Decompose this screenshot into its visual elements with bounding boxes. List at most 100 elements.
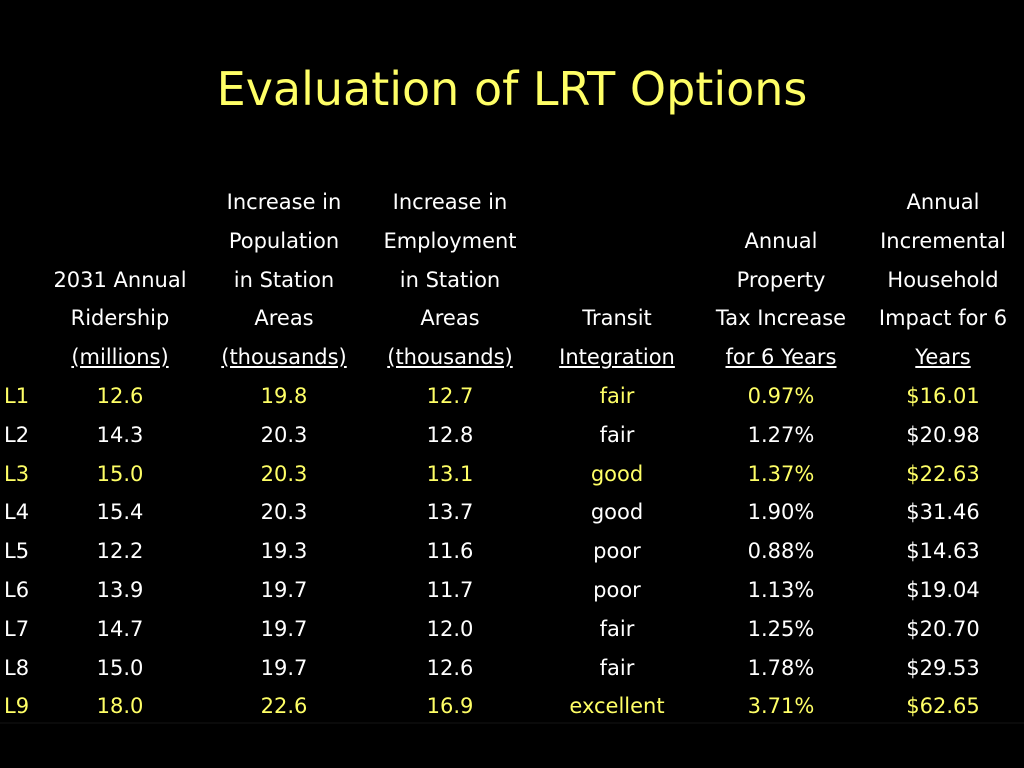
employment-cell: 13.1 — [426, 461, 474, 486]
header-line: Increase in — [392, 190, 508, 214]
header-line: Ridership — [70, 306, 170, 331]
header-employment: Increase in Employment in Station Areas … — [366, 183, 534, 377]
employment-cell: 12.6 — [426, 655, 474, 680]
population-cell: 19.7 — [260, 577, 308, 602]
header-ridership: 2031 Annual Ridership (millions) — [38, 183, 202, 377]
population-cell: 20.3 — [260, 422, 308, 447]
household-cell: $20.98 — [906, 422, 980, 447]
header-line: in Station — [399, 267, 501, 292]
tax-cell: 0.97% — [747, 383, 815, 408]
table-row: L7 14.7 19.7 12.0 fair 1.25% $20.70 — [0, 610, 1024, 649]
tax-cell: 1.90% — [747, 500, 815, 525]
header-unit: (millions) — [71, 345, 169, 370]
population-cell: 19.7 — [260, 616, 308, 641]
header-line: Areas — [420, 306, 480, 331]
population-cell: 19.8 — [260, 383, 308, 408]
header-unit: (thousands) — [387, 345, 513, 370]
population-cell: 19.7 — [260, 655, 308, 680]
household-cell: $22.63 — [906, 461, 980, 486]
table-header-row: 2031 Annual Ridership (millions) Increas… — [0, 183, 1024, 377]
header-unit: Years — [915, 345, 971, 370]
population-cell: 20.3 — [260, 500, 308, 525]
employment-cell: 13.7 — [426, 500, 474, 525]
tax-cell: 1.78% — [747, 655, 815, 680]
header-line: Employment — [383, 228, 517, 253]
table-row: L8 15.0 19.7 12.6 fair 1.78% $29.53 — [0, 649, 1024, 688]
integration-cell: fair — [599, 383, 635, 408]
integration-cell: fair — [599, 422, 635, 447]
tax-cell: 1.13% — [747, 577, 815, 602]
header-unit: (thousands) — [221, 345, 347, 370]
divider — [0, 722, 1024, 724]
header-transit-integration: Transit Integration — [534, 183, 700, 377]
employment-cell: 11.6 — [426, 539, 474, 564]
header-line: Population — [228, 228, 340, 253]
integration-cell: fair — [599, 616, 635, 641]
ridership-cell: 15.0 — [96, 461, 144, 486]
table-row: L1 12.6 19.8 12.7 fair 0.97% $16.01 — [0, 377, 1024, 416]
header-line: Annual — [744, 228, 818, 253]
tax-cell: 1.27% — [747, 422, 815, 447]
header-line: Property — [736, 267, 826, 292]
population-cell: 22.6 — [260, 694, 308, 719]
header-population: Increase in Population in Station Areas … — [202, 183, 366, 377]
integration-cell: good — [590, 461, 644, 486]
ridership-cell: 15.0 — [96, 655, 144, 680]
table-body: L1 12.6 19.8 12.7 fair 0.97% $16.01 L2 14.3 20.3 1… — [0, 377, 1024, 726]
employment-cell: 16.9 — [426, 694, 474, 719]
tax-cell: 3.71% — [747, 694, 815, 719]
household-cell: $14.63 — [906, 539, 980, 564]
household-cell: $19.04 — [906, 577, 980, 602]
table-row: L5 12.2 19.3 11.6 poor 0.88% $14.63 — [0, 532, 1024, 571]
ridership-cell: 12.6 — [96, 383, 144, 408]
household-cell: $20.70 — [906, 616, 980, 641]
population-cell: 19.3 — [260, 539, 308, 564]
table-row: L3 15.0 20.3 13.1 good 1.37% $22.63 — [0, 455, 1024, 494]
option-cell: L5 — [4, 539, 30, 564]
header-line: Household — [887, 267, 999, 292]
integration-cell: good — [590, 500, 644, 525]
table-row: L4 15.4 20.3 13.7 good 1.90% $31.46 — [0, 493, 1024, 532]
header-line: Tax Increase — [715, 306, 847, 331]
employment-cell: 11.7 — [426, 577, 474, 602]
header-property-tax: Annual Property Tax Increase for 6 Years — [700, 183, 862, 377]
option-cell: L1 — [4, 383, 30, 408]
household-cell: $31.46 — [906, 500, 980, 525]
option-cell: L2 — [4, 422, 30, 447]
employment-cell: 12.0 — [426, 616, 474, 641]
lrt-evaluation-table: 2031 Annual Ridership (millions) Increas… — [0, 183, 1024, 726]
ridership-cell: 13.9 — [96, 577, 144, 602]
header-line: Annual — [906, 190, 980, 214]
ridership-cell: 15.4 — [96, 500, 144, 525]
option-cell: L7 — [4, 616, 30, 641]
employment-cell: 12.8 — [426, 422, 474, 447]
integration-cell: excellent — [569, 694, 665, 719]
ridership-cell: 14.7 — [96, 616, 144, 641]
household-cell: $62.65 — [906, 694, 980, 719]
header-unit: for 6 Years — [725, 345, 837, 370]
option-cell: L3 — [4, 461, 30, 486]
header-household-impact: Annual Incremental Household Impact for … — [862, 183, 1024, 377]
ridership-cell: 12.2 — [96, 539, 144, 564]
header-line: Transit — [582, 306, 652, 331]
header-line: 2031 Annual — [53, 267, 187, 292]
tax-cell: 1.37% — [747, 461, 815, 486]
table-row: L6 13.9 19.7 11.7 poor 1.13% $19.04 — [0, 571, 1024, 610]
header-line: Incremental — [880, 228, 1006, 253]
header-line: in Station — [233, 267, 335, 292]
ridership-cell: 14.3 — [96, 422, 144, 447]
header-line: Increase in — [226, 190, 342, 214]
population-cell: 20.3 — [260, 461, 308, 486]
option-cell: L9 — [4, 694, 30, 719]
header-line: Impact for 6 — [878, 306, 1008, 331]
header-unit: Integration — [559, 345, 675, 370]
header-line: Areas — [254, 306, 314, 331]
integration-cell: poor — [593, 577, 641, 602]
option-cell: L6 — [4, 577, 30, 602]
header-option — [0, 183, 38, 377]
employment-cell: 12.7 — [426, 383, 474, 408]
ridership-cell: 18.0 — [96, 694, 144, 719]
tax-cell: 1.25% — [747, 616, 815, 641]
slide-title: Evaluation of LRT Options — [216, 62, 808, 116]
table-row: L9 18.0 22.6 16.9 excellent 3.71% $62.65 — [0, 687, 1024, 726]
